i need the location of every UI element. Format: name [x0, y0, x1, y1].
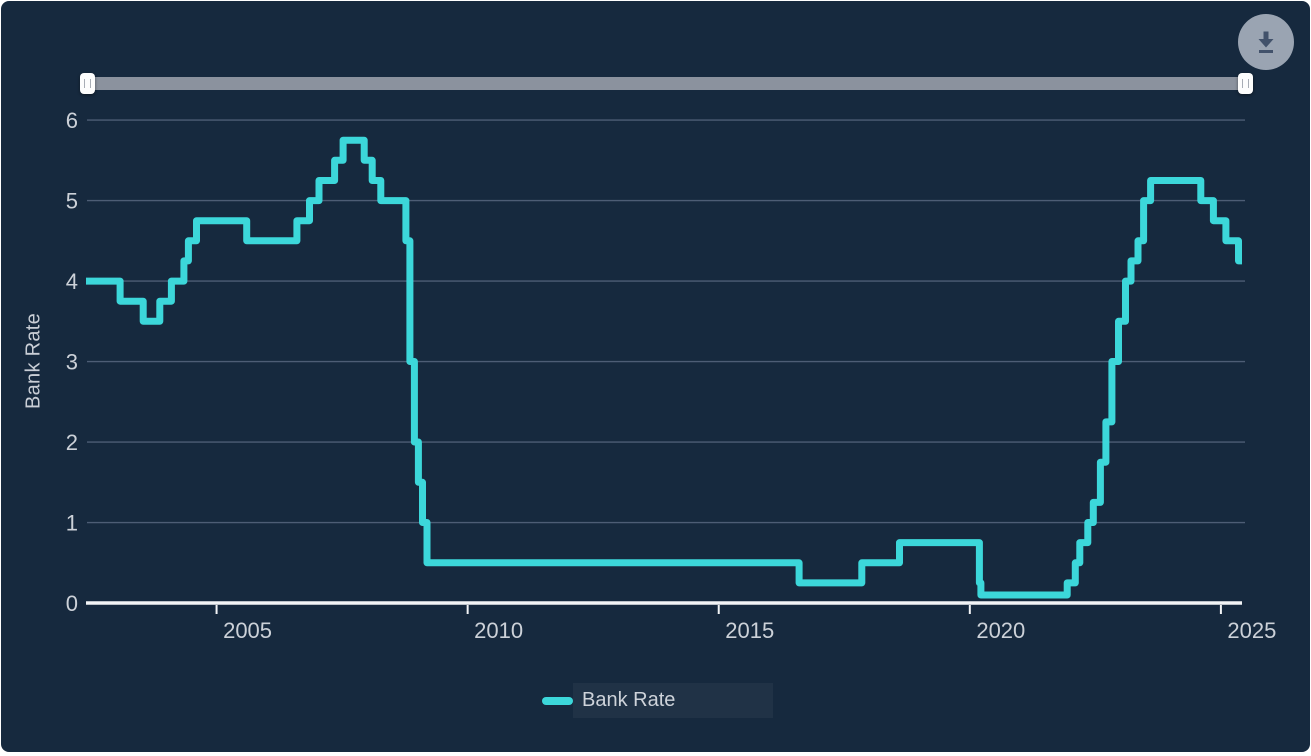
y-axis-tick-label: 1 — [66, 511, 78, 536]
y-axis-title: Bank Rate — [22, 312, 45, 410]
bank-rate-line — [86, 136, 1242, 599]
y-axis-tick-label: 3 — [66, 350, 78, 375]
date-range-slider[interactable] — [80, 73, 1253, 94]
y-axis-tick-label: 6 — [66, 108, 78, 133]
legend-swatch — [542, 696, 573, 705]
grip-icon — [1242, 79, 1249, 88]
legend-label: Bank Rate — [573, 683, 773, 718]
slider-handle-right[interactable] — [1238, 73, 1253, 94]
x-axis-tick-label: 2010 — [474, 618, 523, 643]
y-axis-tick-label: 0 — [66, 591, 78, 616]
x-axis-tick-label: 2020 — [976, 618, 1025, 643]
legend: Bank Rate — [542, 683, 773, 718]
slider-handle-left[interactable] — [80, 73, 95, 94]
download-button[interactable] — [1238, 14, 1294, 70]
download-icon — [1258, 31, 1274, 53]
x-axis-tick-label: 2015 — [725, 618, 774, 643]
x-axis-tick-label: 2025 — [1227, 618, 1276, 643]
x-axis-tick-label: 2005 — [223, 618, 272, 643]
y-axis-tick-label: 4 — [66, 269, 78, 294]
y-axis-tick-label: 5 — [66, 189, 78, 214]
grip-icon — [84, 79, 91, 88]
legend-item-bank-rate[interactable]: Bank Rate — [542, 683, 773, 718]
y-axis-tick-label: 2 — [66, 430, 78, 455]
